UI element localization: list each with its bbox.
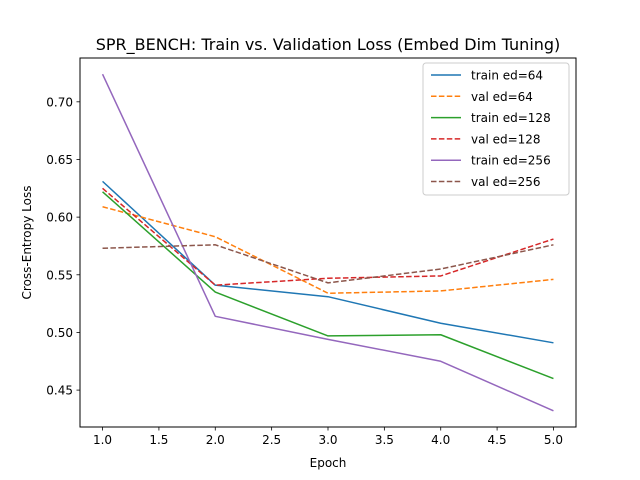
x-tick-label: 1.5	[149, 433, 168, 447]
series-line-4	[101, 73, 554, 412]
chart-title: SPR_BENCH: Train vs. Validation Loss (Em…	[96, 35, 561, 55]
x-tick-label: 2.0	[206, 433, 225, 447]
series-line-2	[102, 191, 554, 380]
series-line-3	[102, 187, 554, 286]
series-line-0	[102, 180, 554, 344]
x-axis-label: Epoch	[310, 456, 347, 470]
legend-label: val ed=128	[471, 132, 541, 146]
x-tick-label: 3.0	[318, 433, 337, 447]
series-line-5	[102, 244, 554, 284]
y-tick-label: 0.60	[46, 211, 73, 225]
legend-label: val ed=256	[471, 175, 541, 189]
y-axis-ticks: 0.45 0.50 0.55 0.60 0.65 0.70	[46, 95, 80, 398]
y-tick-label: 0.45	[46, 384, 73, 398]
x-tick-label: 3.5	[375, 433, 394, 447]
y-tick-label: 0.50	[46, 326, 73, 340]
x-tick-label: 4.0	[431, 433, 450, 447]
legend-label: train ed=256	[471, 154, 551, 168]
x-axis-ticks: 1.0 1.5 2.0 2.5 3.0 3.5 4.0 4.5 5.0	[93, 427, 563, 447]
plot-series-layer	[101, 73, 554, 412]
x-tick-label: 1.0	[93, 433, 112, 447]
legend-label: train ed=64	[471, 69, 543, 83]
x-tick-label: 5.0	[544, 433, 563, 447]
y-tick-label: 0.65	[46, 153, 73, 167]
legend: train ed=64 val ed=64 train ed=128 val ed=1…	[422, 62, 570, 196]
legend-label: val ed=64	[471, 90, 533, 104]
x-tick-label: 4.5	[488, 433, 507, 447]
legend-label: train ed=128	[471, 111, 551, 125]
x-tick-label: 2.5	[262, 433, 281, 447]
y-axis-label: Cross-Entropy Loss	[20, 186, 34, 300]
y-tick-label: 0.70	[46, 95, 73, 109]
y-tick-label: 0.55	[46, 268, 73, 282]
